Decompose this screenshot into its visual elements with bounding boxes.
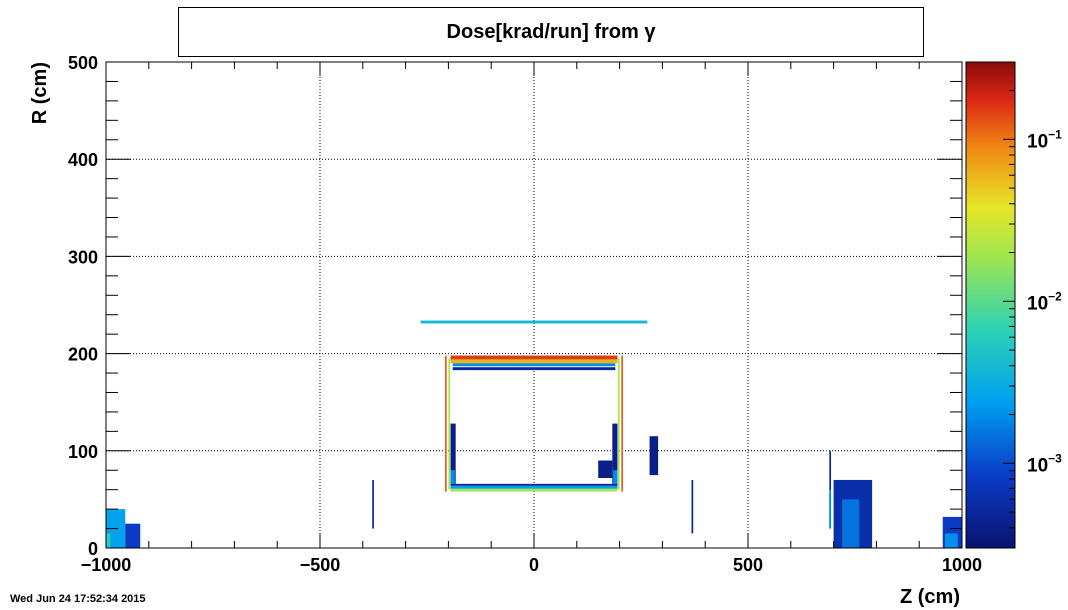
dose-cell <box>829 489 832 529</box>
y-tick-label: 100 <box>68 442 98 462</box>
dose-cell <box>452 367 616 371</box>
dose-cell <box>450 488 618 492</box>
colorbar-tick-label: 10−2 <box>1027 289 1062 314</box>
y-tick-label: 200 <box>68 345 98 365</box>
dose-cell <box>450 423 456 484</box>
y-axis-label: R (cm) <box>29 62 51 124</box>
y-tick-label: 300 <box>68 247 98 267</box>
dose-cell <box>125 523 141 548</box>
dose-cell <box>450 355 618 360</box>
dose-cell <box>691 479 694 534</box>
dose-cell <box>450 483 618 486</box>
timestamp: Wed Jun 24 17:52:34 2015 <box>10 593 146 605</box>
colorbar-tick-label: 10−3 <box>1027 451 1062 476</box>
dose-cell <box>420 320 648 324</box>
label-layer: Z (cm) R (cm) <box>29 62 960 608</box>
dose-cell <box>450 485 618 489</box>
colorbar-tick-label: 10−1 <box>1027 127 1062 152</box>
dose-cell <box>448 358 451 490</box>
x-axis-label: Z (cm) <box>900 586 960 608</box>
x-tick-label: 1000 <box>942 555 982 575</box>
dose-cell <box>621 355 624 492</box>
y-tick-label: 400 <box>68 150 98 170</box>
title-box: Dose[krad/run] from γ <box>178 7 924 57</box>
dose-cell <box>944 533 958 548</box>
dose-cell <box>649 436 659 476</box>
x-tick-label: 0 <box>529 555 539 575</box>
y-tick-label: 0 <box>88 539 98 559</box>
chart-title: Dose[krad/run] from γ <box>446 20 656 43</box>
x-tick-label: −500 <box>300 555 341 575</box>
x-tick-label: 500 <box>733 555 763 575</box>
dose-cell <box>617 358 620 490</box>
dose-cell <box>106 533 111 548</box>
dose-cell <box>452 363 616 367</box>
data-layer <box>106 320 962 548</box>
y-tick-label: 500 <box>68 53 98 73</box>
dose-cell <box>598 460 613 479</box>
dose-cell <box>450 359 618 364</box>
dose-cell <box>842 499 860 548</box>
dose-cell <box>450 470 455 484</box>
colorbar-ticks: 10−3 10−2 10−1 <box>1003 90 1062 549</box>
x-tick-label: −1000 <box>81 555 132 575</box>
grid-layer <box>106 62 962 548</box>
dose-cell <box>444 355 447 492</box>
axis-layer: −1000 −500 0 500 1000 0 100 200 300 400 500 <box>68 53 982 575</box>
dose-cell <box>612 423 618 484</box>
dose-cell <box>613 470 618 484</box>
colorbar <box>965 61 1016 549</box>
dose-cell <box>372 479 374 529</box>
